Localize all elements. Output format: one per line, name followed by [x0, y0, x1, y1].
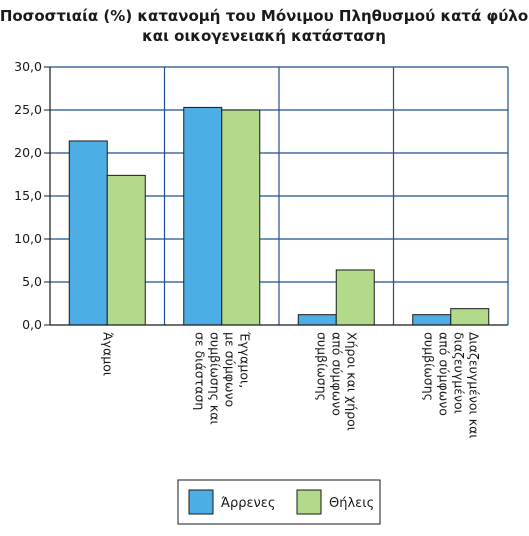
- x-category-label-2: Έγγαμοι,με σύμφωνοσυμβίωσης καισε διάστα…: [192, 331, 252, 425]
- x-category-label-line: από σύμφωνο: [436, 332, 451, 416]
- x-category-label-line: Διαζευγμένοι και: [466, 332, 481, 439]
- x-category-label-line: Άγαμοι: [100, 332, 115, 376]
- bar-male-3: [297, 314, 337, 326]
- legend-label-male: Άρρενες: [221, 496, 275, 511]
- y-tick-label: 5,0: [22, 274, 42, 289]
- legend-swatch-female: [296, 489, 322, 515]
- x-category-label-line: Χήροι και χήροι: [344, 332, 359, 431]
- y-tick-label: 0,0: [22, 317, 42, 332]
- bar-male-1: [68, 140, 108, 326]
- x-category-label-4: Διαζευγμένοι καιδιαζευγμένοιαπό σύμφωνοσ…: [421, 332, 481, 439]
- y-tick-label: 15,0: [14, 188, 42, 203]
- x-category-label-line: συμβίωσης: [421, 332, 436, 401]
- x-category-label-line: Έγγαμοι,: [237, 331, 252, 388]
- bar-female-1: [106, 174, 146, 326]
- y-tick-label: 30,0: [14, 59, 42, 74]
- bar-female-2: [221, 109, 261, 326]
- bar-male-2: [183, 106, 223, 326]
- y-tick-label: 10,0: [14, 231, 42, 246]
- chart-title-line-1: Ποσοστιαία (%) κατανομή του Μόνιμου Πληθ…: [0, 7, 528, 25]
- chart-title-line-2: και οικογενειακή κατάσταση: [142, 27, 386, 45]
- x-category-label-line: συμβίωσης: [314, 332, 329, 401]
- bar-female-3: [335, 269, 375, 326]
- x-category-label-line: σε διάσταση: [192, 332, 207, 410]
- x-category-label-line: από σύμφωνο: [329, 332, 344, 416]
- x-category-label-line: διαζευγμένοι: [451, 332, 466, 414]
- x-category-label-3: Χήροι και χήροιαπό σύμφωνοσυμβίωσης: [314, 332, 359, 431]
- x-category-label-line: με σύμφωνο: [222, 332, 237, 407]
- y-tick-label: 25,0: [14, 102, 42, 117]
- x-category-label-1: Άγαμοι: [100, 332, 115, 376]
- bar-female-4: [450, 308, 490, 326]
- bar-male-4: [412, 314, 452, 326]
- legend-label-female: Θήλεις: [329, 496, 374, 511]
- y-tick-label: 20,0: [14, 145, 42, 160]
- x-category-label-line: συμβίωσης και: [207, 332, 222, 425]
- legend-swatch-male: [188, 489, 214, 515]
